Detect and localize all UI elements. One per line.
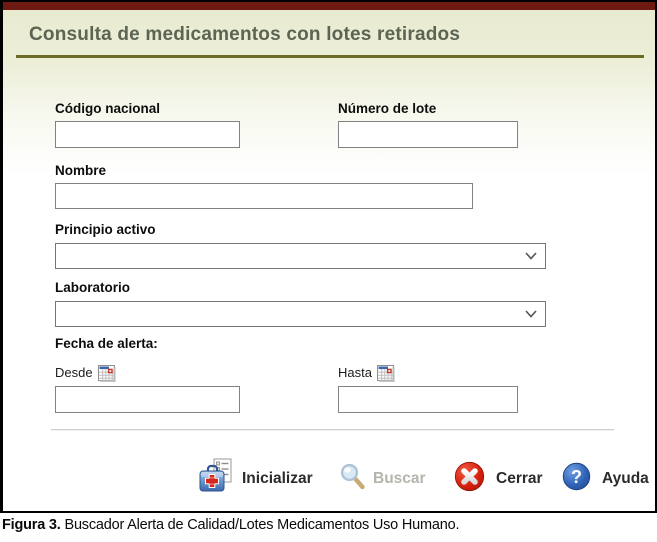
inicializar-button[interactable]: Inicializar: [199, 458, 313, 500]
window-top-accent-bar: [3, 2, 655, 10]
hasta-label: Hasta: [338, 365, 372, 380]
first-aid-kit-icon: [199, 458, 235, 500]
codigo-nacional-input[interactable]: [55, 121, 240, 148]
principio-activo-label: Principio activo: [55, 222, 156, 237]
fecha-alerta-label: Fecha de alerta:: [55, 336, 158, 351]
buscar-button-label: Buscar: [373, 470, 426, 487]
figure-caption-number: Figura 3.: [2, 517, 61, 533]
svg-text:?: ?: [571, 467, 582, 487]
chevron-down-icon: [525, 305, 537, 323]
nombre-input[interactable]: [55, 183, 473, 209]
magnifier-icon: [340, 463, 366, 495]
ayuda-button-label: Ayuda: [602, 470, 649, 487]
ayuda-button[interactable]: ? Ayuda: [562, 462, 649, 496]
figure-caption-text: Buscador Alerta de Calidad/Lotes Medicam…: [60, 517, 460, 533]
laboratorio-label: Laboratorio: [55, 280, 131, 295]
desde-row: Desde: [55, 365, 116, 382]
codigo-nacional-label: Código nacional: [55, 101, 161, 116]
principio-activo-select[interactable]: [55, 243, 546, 269]
laboratorio-select[interactable]: [55, 301, 546, 327]
buscar-button[interactable]: Buscar: [340, 463, 426, 495]
button-bar-divider: [51, 429, 614, 431]
desde-calendar-icon[interactable]: [97, 365, 116, 382]
hasta-row: Hasta: [338, 365, 395, 382]
page-title: Consulta de medicamentos con lotes retir…: [29, 24, 461, 45]
cerrar-button[interactable]: Cerrar: [454, 461, 543, 497]
numero-lote-input[interactable]: [338, 121, 518, 148]
close-x-circle-icon: [454, 461, 485, 497]
title-divider: [16, 55, 644, 58]
figure-caption: Figura 3. Buscador Alerta de Calidad/Lot…: [2, 517, 655, 533]
nombre-label: Nombre: [55, 163, 107, 178]
desde-input[interactable]: [55, 386, 240, 413]
numero-lote-label: Número de lote: [338, 101, 437, 116]
desde-label: Desde: [55, 365, 93, 380]
inicializar-button-label: Inicializar: [242, 470, 313, 487]
chevron-down-icon: [525, 247, 537, 265]
hasta-calendar-icon[interactable]: [376, 365, 395, 382]
search-window: Consulta de medicamentos con lotes retir…: [0, 0, 657, 513]
help-question-circle-icon: ?: [562, 462, 591, 496]
hasta-input[interactable]: [338, 386, 518, 413]
cerrar-button-label: Cerrar: [496, 470, 543, 487]
